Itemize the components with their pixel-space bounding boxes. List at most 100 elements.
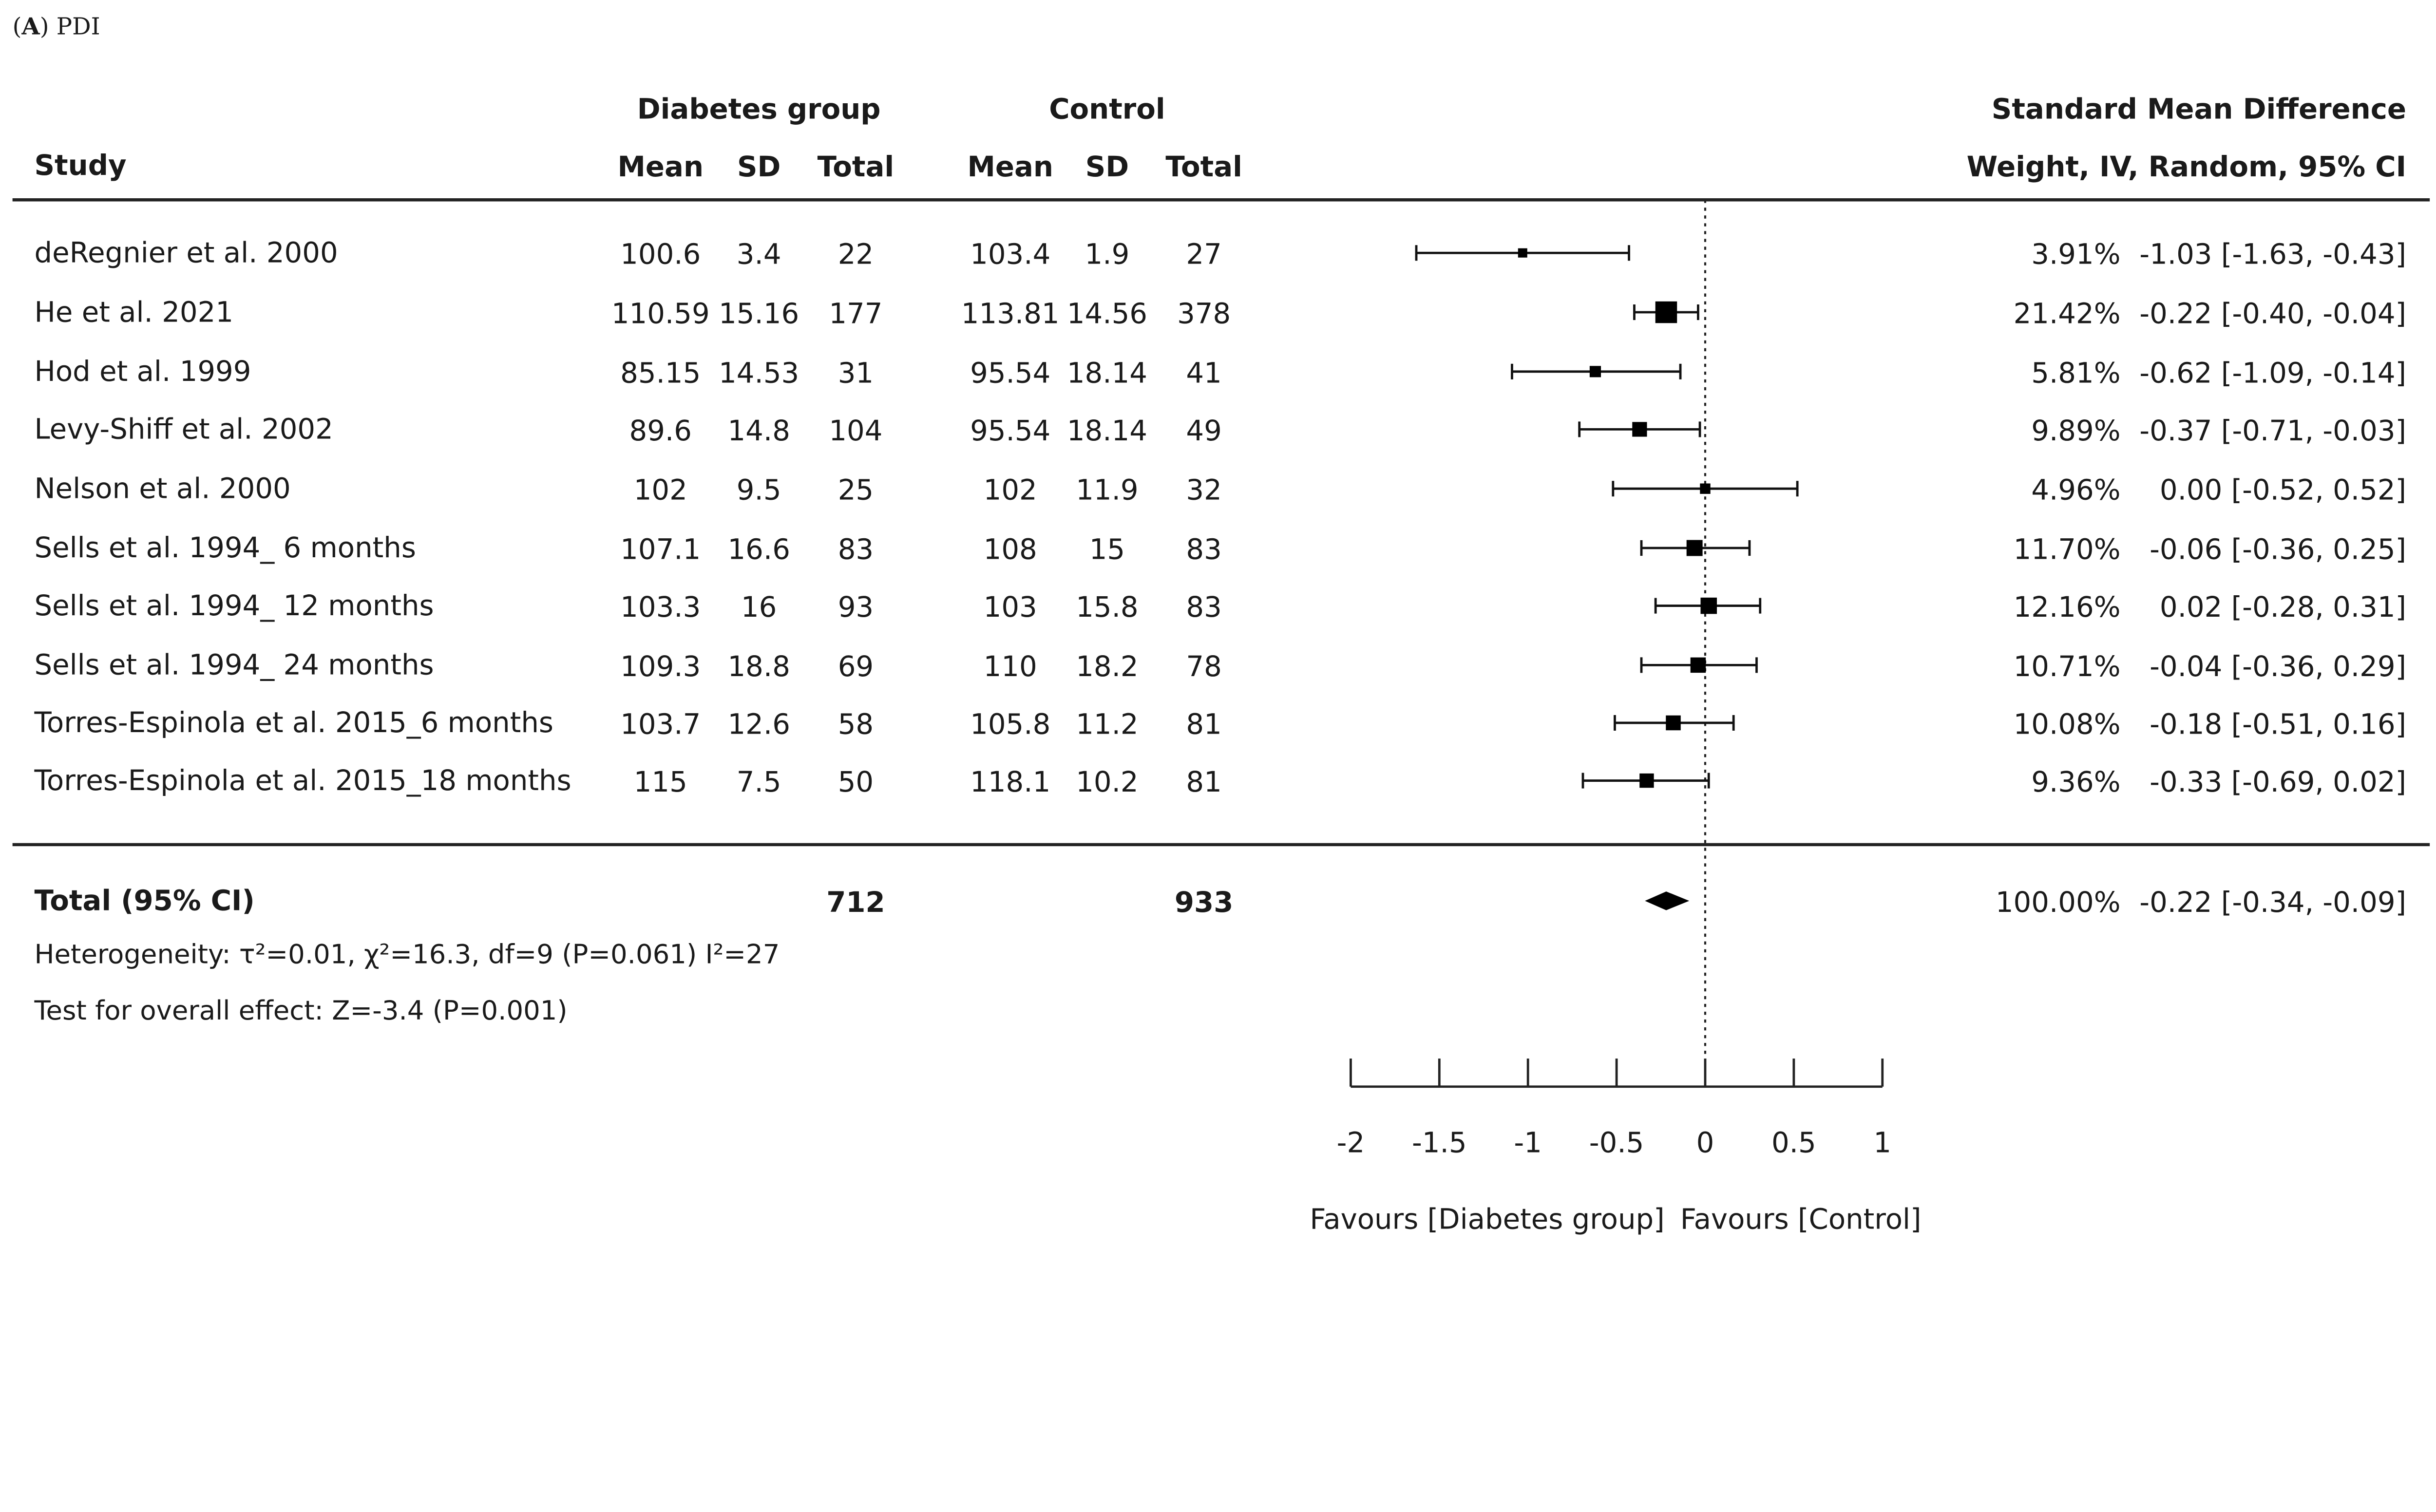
study-n2: 378 <box>1177 297 1231 330</box>
study-name: He et al. 2021 <box>35 295 234 328</box>
study-n2: 49 <box>1186 414 1221 447</box>
study-name: Sells et al. 1994_ 24 months <box>35 648 434 681</box>
study-smd-ci: 0.02 [-0.28, 0.31] <box>2160 590 2406 624</box>
table-rows: deRegnier et al. 2000 100.6 3.4 22 103.4 1.9 2… <box>34 236 2407 1025</box>
study-sd1: 16 <box>741 590 777 624</box>
plot-area: -2 -1.5 -1 -0.5 0 0.5 1 Favours [Diabetes group… <box>1310 200 1922 1235</box>
effect-square <box>1700 597 1717 614</box>
effect-square <box>1666 715 1681 731</box>
effect-square <box>1632 422 1647 437</box>
study-m2: 113.81 <box>961 297 1060 330</box>
study-weight: 10.08% <box>2014 707 2121 740</box>
total-n2: 933 <box>1175 886 1233 919</box>
study-weight: 10.71% <box>2014 650 2121 683</box>
study-n1: 50 <box>838 765 874 798</box>
study-n1: 69 <box>838 650 874 683</box>
study-name: deRegnier et al. 2000 <box>35 236 338 269</box>
study-smd-ci: -0.04 [-0.36, 0.29] <box>2150 650 2406 683</box>
study-m2: 102 <box>984 473 1037 507</box>
study-m1: 103.3 <box>620 590 701 624</box>
study-m2: 108 <box>984 532 1037 566</box>
study-m2: 103.4 <box>970 238 1050 271</box>
mean2-header: Mean <box>967 150 1053 183</box>
study-sd2: 15.8 <box>1076 590 1138 624</box>
study-n1: 83 <box>838 532 874 566</box>
study-smd-ci: -0.22 [-0.40, -0.04] <box>2139 297 2406 330</box>
study-smd-ci: -0.33 [-0.69, 0.02] <box>2150 765 2406 798</box>
study-row: Torres-Espinola et al. 2015_6 months 103.… <box>34 706 2407 740</box>
study-sd1: 12.6 <box>727 707 790 740</box>
study-sd1: 15.16 <box>719 297 799 330</box>
sd2-header: SD <box>1085 150 1129 183</box>
study-m1: 107.1 <box>620 532 701 566</box>
forest-plot: (A) PDI Diabetes group Control Standard … <box>12 13 2430 1235</box>
study-m2: 110 <box>984 650 1037 683</box>
study-sd1: 18.8 <box>727 650 790 683</box>
study-sd1: 16.6 <box>727 532 790 566</box>
study-smd-ci: -0.18 [-0.51, 0.16] <box>2150 707 2406 740</box>
study-row: Sells et al. 1994_ 6 months 107.1 16.6 83 10… <box>35 531 2407 566</box>
study-name: Torres-Espinola et al. 2015_18 months <box>34 764 571 797</box>
total2-header: Total <box>1165 150 1242 183</box>
x-tick-label: 0 <box>1696 1126 1714 1159</box>
effect-square <box>1589 366 1601 378</box>
study-name: Sells et al. 1994_ 6 months <box>35 531 416 564</box>
study-m1: 109.3 <box>620 650 701 683</box>
mean1-header: Mean <box>617 150 704 183</box>
effect-title: Standard Mean Difference <box>1992 93 2406 126</box>
study-weight: 12.16% <box>2014 590 2121 624</box>
study-m2: 95.54 <box>970 356 1050 389</box>
total-row: Total (95% CI) 712 933 100.00% -0.22 [-0.34,… <box>35 884 2407 919</box>
study-row: He et al. 2021 110.59 15.16 177 113.81 14.56 3… <box>35 295 2407 330</box>
study-n2: 81 <box>1186 765 1221 798</box>
study-sd2: 14.56 <box>1067 297 1147 330</box>
total-label: Total (95% CI) <box>35 884 255 917</box>
effect-square <box>1655 301 1677 323</box>
study-weight: 5.81% <box>2031 356 2120 389</box>
study-row: Levy-Shiff et al. 2002 89.6 14.8 104 95.54 18… <box>35 413 2407 447</box>
study-sd2: 10.2 <box>1076 765 1138 798</box>
study-m1: 110.59 <box>611 297 710 330</box>
study-sd1: 14.53 <box>719 356 799 389</box>
study-m2: 103 <box>984 590 1037 624</box>
study-m2: 118.1 <box>970 765 1050 798</box>
study-n2: 78 <box>1186 650 1221 683</box>
total-weight: 100.00% <box>1996 886 2121 919</box>
study-row: deRegnier et al. 2000 100.6 3.4 22 103.4 1.9 2… <box>35 236 2407 270</box>
favours-right-label: Favours [Control] <box>1680 1202 1922 1235</box>
study-name: Levy-Shiff et al. 2002 <box>35 413 333 446</box>
study-sd2: 18.14 <box>1067 414 1147 447</box>
effect-square <box>1686 540 1703 556</box>
x-tick-label: 0.5 <box>1771 1126 1816 1159</box>
group2-header: Control <box>1049 93 1165 126</box>
study-weight: 3.91% <box>2031 238 2120 271</box>
study-row: Sells et al. 1994_ 12 months 103.3 16 93 103… <box>35 589 2407 624</box>
x-tick-label: -1.5 <box>1412 1126 1467 1159</box>
total-smd-ci: -0.22 [-0.34, -0.09] <box>2139 886 2406 919</box>
study-smd-ci: -0.37 [-0.71, -0.03] <box>2139 414 2406 447</box>
x-tick-label: -0.5 <box>1589 1126 1644 1159</box>
study-smd-ci: -1.03 [-1.63, -0.43] <box>2139 238 2406 271</box>
study-weight: 21.42% <box>2014 297 2121 330</box>
study-smd-ci: -0.06 [-0.36, 0.25] <box>2150 532 2406 566</box>
total-n1: 712 <box>826 886 885 919</box>
study-name: Sells et al. 1994_ 12 months <box>35 589 434 622</box>
study-n1: 58 <box>838 707 874 740</box>
study-n2: 81 <box>1186 707 1221 740</box>
study-header: Study <box>35 149 127 182</box>
study-smd-ci: -0.62 [-1.09, -0.14] <box>2139 356 2406 389</box>
pooled-diamond <box>1645 891 1690 910</box>
heterogeneity-text: Heterogeneity: τ²=0.01, χ²=16.3, df=9 (P… <box>35 939 780 970</box>
effect-subtitle: Weight, IV, Random, 95% CI <box>1967 150 2407 183</box>
effect-square <box>1639 773 1654 788</box>
study-sd2: 1.9 <box>1085 238 1130 271</box>
favours-left-label: Favours [Diabetes group] <box>1310 1202 1664 1235</box>
x-tick-label: -2 <box>1337 1126 1365 1159</box>
study-m2: 105.8 <box>970 707 1050 740</box>
study-m1: 115 <box>634 765 687 798</box>
study-sd2: 18.2 <box>1076 650 1138 683</box>
study-m1: 89.6 <box>629 414 692 447</box>
study-sd2: 11.9 <box>1076 473 1138 507</box>
study-row: Nelson et al. 2000 102 9.5 25 102 11.9 32 4.96%… <box>35 472 2407 506</box>
study-n1: 104 <box>829 414 882 447</box>
